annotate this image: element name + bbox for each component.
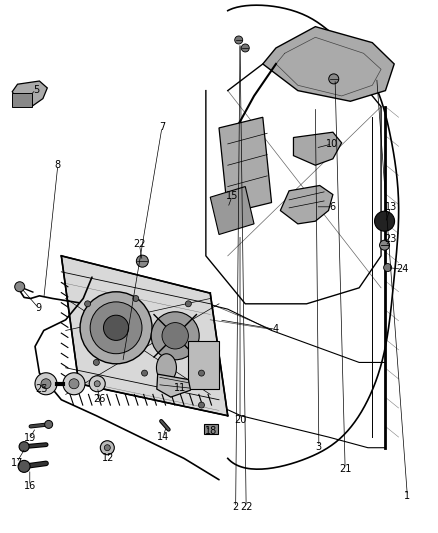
Circle shape	[136, 255, 148, 267]
Text: 9: 9	[35, 303, 42, 313]
Circle shape	[384, 263, 392, 272]
Circle shape	[151, 312, 199, 360]
Circle shape	[241, 44, 249, 52]
Text: 26: 26	[94, 394, 106, 403]
Circle shape	[19, 442, 29, 451]
Circle shape	[18, 461, 30, 472]
Circle shape	[100, 441, 114, 455]
Text: 16: 16	[24, 481, 36, 491]
Circle shape	[141, 370, 148, 376]
Text: 23: 23	[385, 234, 397, 244]
Text: 14: 14	[157, 432, 169, 442]
Ellipse shape	[156, 354, 177, 382]
Text: 10: 10	[326, 139, 338, 149]
Text: 1: 1	[404, 491, 410, 500]
Text: 25: 25	[35, 384, 48, 394]
Text: 24: 24	[396, 264, 408, 274]
Circle shape	[329, 74, 339, 84]
Polygon shape	[219, 117, 272, 213]
Circle shape	[374, 211, 395, 231]
Text: 11: 11	[173, 383, 186, 393]
Polygon shape	[12, 81, 47, 107]
Text: 8: 8	[55, 160, 61, 170]
Text: 20: 20	[234, 415, 246, 425]
Circle shape	[63, 373, 85, 395]
Polygon shape	[157, 374, 191, 397]
Circle shape	[45, 421, 53, 429]
Polygon shape	[210, 187, 254, 235]
Circle shape	[80, 292, 152, 364]
Text: 7: 7	[159, 122, 165, 132]
Circle shape	[89, 376, 105, 392]
Polygon shape	[61, 256, 228, 416]
Text: 4: 4	[273, 325, 279, 334]
Circle shape	[198, 370, 205, 376]
Text: 3: 3	[316, 442, 322, 451]
Text: 19: 19	[24, 433, 36, 443]
Text: 22: 22	[133, 239, 145, 249]
Text: 18: 18	[205, 426, 217, 435]
Text: 6: 6	[330, 202, 336, 212]
Polygon shape	[280, 185, 333, 224]
Bar	[12, 93, 32, 107]
Circle shape	[235, 36, 243, 44]
Circle shape	[15, 282, 25, 292]
Circle shape	[90, 302, 142, 354]
Bar	[204, 424, 218, 434]
Circle shape	[94, 381, 100, 387]
Circle shape	[185, 301, 191, 307]
Text: 15: 15	[226, 191, 238, 201]
Circle shape	[133, 295, 139, 302]
Ellipse shape	[220, 198, 234, 223]
Circle shape	[104, 445, 110, 451]
Circle shape	[69, 379, 79, 389]
Circle shape	[41, 379, 51, 389]
Bar	[188, 341, 219, 389]
Circle shape	[93, 359, 99, 366]
Text: 17: 17	[11, 458, 23, 467]
Polygon shape	[293, 132, 342, 165]
Text: 2: 2	[233, 503, 239, 512]
Text: 12: 12	[102, 454, 115, 463]
Text: 5: 5	[33, 85, 39, 94]
Circle shape	[162, 322, 188, 349]
Circle shape	[103, 315, 129, 341]
Polygon shape	[263, 27, 394, 101]
Circle shape	[85, 301, 91, 307]
Circle shape	[198, 402, 205, 408]
Text: 22: 22	[240, 503, 252, 512]
Text: 13: 13	[385, 202, 397, 212]
Text: 21: 21	[339, 464, 351, 474]
Circle shape	[35, 373, 57, 395]
Circle shape	[380, 240, 389, 250]
